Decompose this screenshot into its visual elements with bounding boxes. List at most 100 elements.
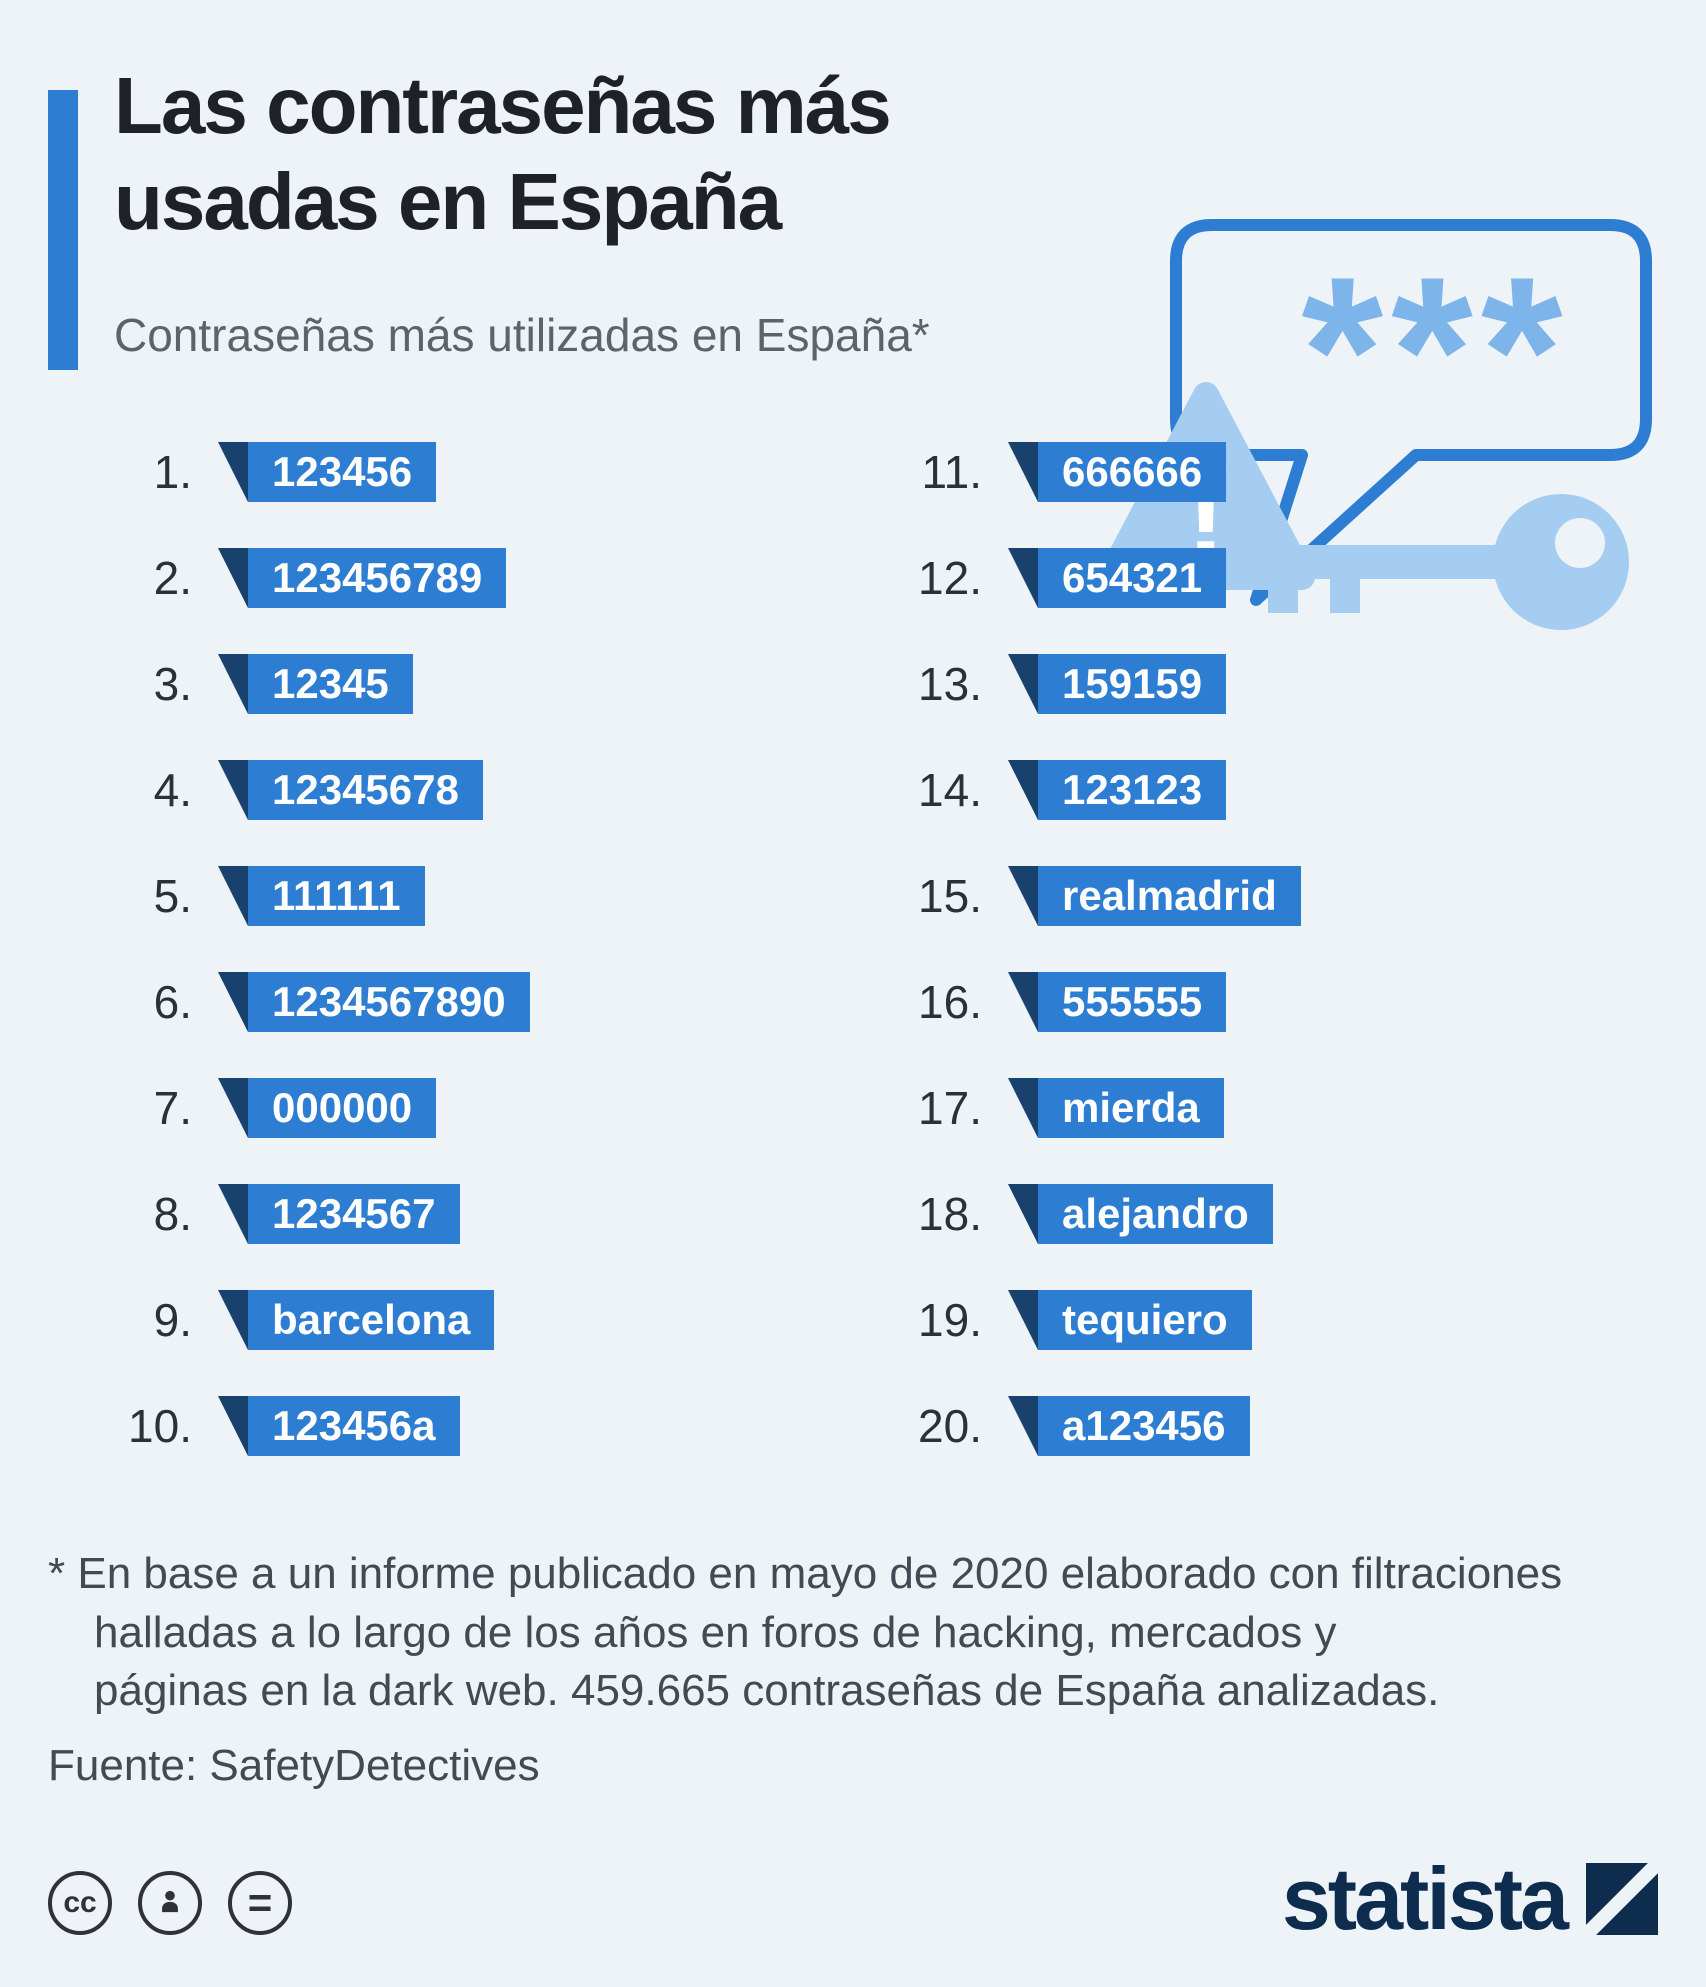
password-list-item: 16. 555555 [886, 972, 1656, 1032]
license-icons: cc = [48, 1871, 292, 1935]
password-flag: barcelona [218, 1290, 495, 1350]
flag-fold [1008, 972, 1038, 1032]
title-line-2: usadas en España [114, 157, 782, 246]
password-flag: 555555 [1008, 972, 1227, 1032]
rank-label: 12. [918, 552, 982, 604]
password-list-item: 18. alejandro [886, 1184, 1656, 1244]
password-flag: 123456a [218, 1396, 460, 1456]
password-label: 555555 [1062, 978, 1203, 1025]
flag-fold [1008, 760, 1038, 820]
password-label: 12345 [272, 660, 389, 707]
rank-label: 9. [153, 1294, 192, 1346]
password-flag: mierda [1008, 1078, 1224, 1138]
password-label: 123456789 [272, 554, 483, 601]
title-line-1: Las contraseñas más [114, 61, 892, 150]
list-column-left: 1. 123456 2. 123456789 3. 12345 4. 12345… [96, 442, 866, 1502]
flag-fold [1008, 866, 1038, 926]
rank-label: 2. [153, 552, 192, 604]
password-list-item: 13. 159159 [886, 654, 1656, 714]
rank-label: 5. [153, 870, 192, 922]
password-label: 159159 [1062, 660, 1203, 707]
password-label: 000000 [272, 1084, 413, 1131]
password-list-item: 12. 654321 [886, 548, 1656, 608]
title-accent-bar [48, 90, 78, 370]
password-list-item: 14. 123123 [886, 760, 1656, 820]
flag-fold [1008, 1290, 1038, 1350]
password-flag: realmadrid [1008, 866, 1301, 926]
footnote-line-3: páginas en la dark web. 459.665 contrase… [94, 1666, 1440, 1716]
password-label: 1234567890 [272, 978, 506, 1025]
password-label: 123456 [272, 448, 413, 495]
rank-label: 20. [918, 1400, 982, 1452]
footnote-line-1: * En base a un informe publicado en mayo… [48, 1549, 1563, 1598]
rank-label: 18. [918, 1188, 982, 1240]
subtitle: Contraseñas más utilizadas en España* [114, 309, 930, 361]
statista-logo-mark-icon [1586, 1863, 1658, 1935]
password-label: 666666 [1062, 448, 1203, 495]
password-list-item: 2. 123456789 [96, 548, 866, 608]
rank-label: 8. [153, 1188, 192, 1240]
password-flag: 000000 [218, 1078, 437, 1138]
password-flag: 1234567 [218, 1184, 460, 1244]
flag-fold [1008, 548, 1038, 608]
password-list-item: 5. 111111 [96, 866, 866, 926]
flag-fold [1008, 442, 1038, 502]
password-label: a123456 [1062, 1402, 1226, 1449]
rank-label: 15. [918, 870, 982, 922]
password-label: 12345678 [272, 766, 459, 813]
password-flag: 654321 [1008, 548, 1227, 608]
rank-label: 6. [153, 976, 192, 1028]
password-flag: 12345678 [218, 760, 483, 820]
password-flag: 12345 [218, 654, 413, 714]
rank-label: 3. [153, 658, 192, 710]
cc-nd-icon: = [228, 1871, 292, 1935]
flag-fold [218, 972, 248, 1032]
flag-fold [1008, 1184, 1038, 1244]
rank-label: 1. [153, 446, 192, 498]
password-list: 1. 123456 2. 123456789 3. 12345 4. 12345… [96, 442, 1656, 1502]
flag-fold [218, 1290, 248, 1350]
password-flag: a123456 [1008, 1396, 1250, 1456]
password-flag: 123123 [1008, 760, 1227, 820]
password-flag: 123456789 [218, 548, 507, 608]
password-label: tequiero [1062, 1296, 1228, 1343]
rank-label: 7. [153, 1082, 192, 1134]
flag-fold [218, 1184, 248, 1244]
rank-label: 14. [918, 764, 982, 816]
flag-fold [218, 442, 248, 502]
rank-label: 13. [918, 658, 982, 710]
rank-label: 16. [918, 976, 982, 1028]
password-flag: tequiero [1008, 1290, 1252, 1350]
password-label: mierda [1062, 1084, 1200, 1131]
password-list-item: 8. 1234567 [96, 1184, 866, 1244]
password-list-item: 3. 12345 [96, 654, 866, 714]
password-label: 123123 [1062, 766, 1203, 813]
password-label: 1234567 [272, 1190, 436, 1237]
speech-bubble-icon [1170, 219, 1652, 606]
rank-label: 4. [153, 764, 192, 816]
password-list-item: 7. 000000 [96, 1078, 866, 1138]
flag-fold [218, 1078, 248, 1138]
flag-fold [218, 654, 248, 714]
flag-fold [1008, 1078, 1038, 1138]
password-list-item: 11. 666666 [886, 442, 1656, 502]
password-list-item: 17. mierda [886, 1078, 1656, 1138]
flag-fold [218, 866, 248, 926]
key-icon [1256, 494, 1629, 630]
asterisks-text: *** [1301, 233, 1570, 468]
source-label: Fuente: SafetyDetectives [48, 1740, 540, 1790]
footnote-line-2: halladas a lo largo de los años en foros… [94, 1607, 1337, 1657]
flag-fold [218, 1396, 248, 1456]
rank-label: 19. [918, 1294, 982, 1346]
page-title: Las contraseñas más usadas en España [114, 58, 892, 250]
password-label: realmadrid [1062, 872, 1277, 919]
password-flag: 1234567890 [218, 972, 530, 1032]
password-list-item: 9. barcelona [96, 1290, 866, 1350]
password-list-item: 15. realmadrid [886, 866, 1656, 926]
flag-fold [218, 548, 248, 608]
password-flag: 111111 [218, 866, 425, 926]
rank-label: 10. [128, 1400, 192, 1452]
footnote: * En base a un informe publicado en mayo… [48, 1545, 1562, 1795]
password-list-item: 1. 123456 [96, 442, 866, 502]
statista-logo: statista [1282, 1855, 1658, 1943]
